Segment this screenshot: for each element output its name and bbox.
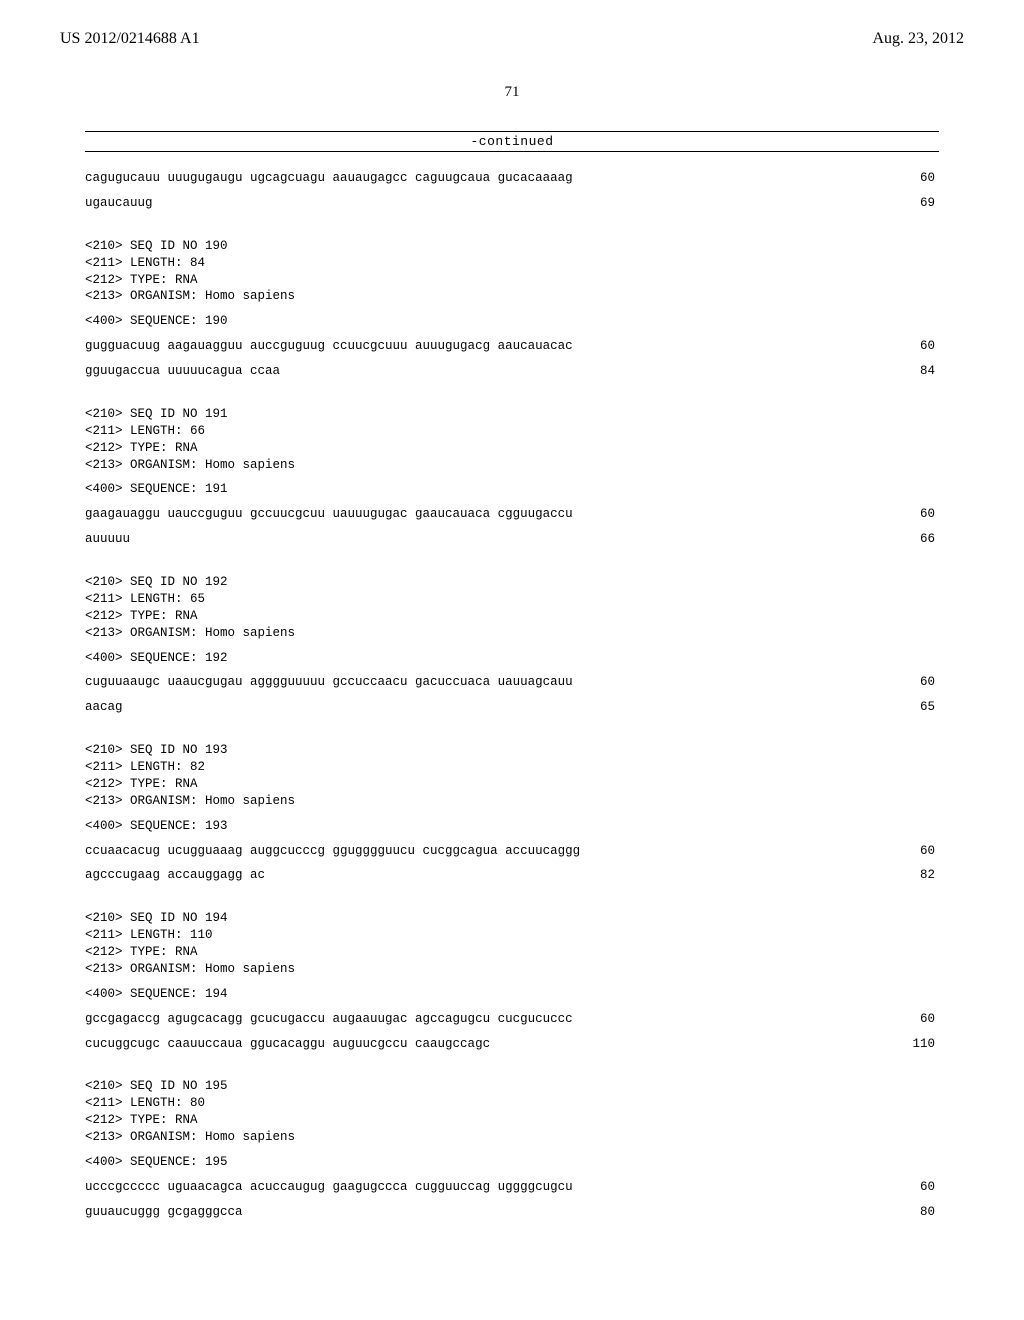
publication-date: Aug. 23, 2012	[872, 30, 964, 48]
sequence-text: gugguacuug aagauagguu auccguguug ccuucgc…	[85, 338, 573, 355]
sequence-count: 60	[920, 170, 939, 187]
sequence-count: 80	[920, 1204, 939, 1221]
sequence-count: 60	[920, 338, 939, 355]
sequence-listing: -continued cagugucauu uuugugaugu ugcagcu…	[0, 131, 1024, 1221]
sequence-text: auuuuu	[85, 531, 130, 548]
sequence-count: 82	[920, 867, 939, 884]
sequence-line: aacag 65	[85, 699, 939, 716]
sequence-count: 60	[920, 506, 939, 523]
sequence-text: gguugaccua uuuuucagua ccaa	[85, 363, 280, 380]
rule-top	[85, 131, 939, 132]
sequence-meta: <210> SEQ ID NO 190 <211> LENGTH: 84 <21…	[85, 238, 939, 306]
sequence-text: aacag	[85, 699, 123, 716]
sequence-header-line: <400> SEQUENCE: 190	[85, 313, 939, 330]
sequence-header-line: <400> SEQUENCE: 192	[85, 650, 939, 667]
page-header: US 2012/0214688 A1 Aug. 23, 2012	[0, 0, 1024, 48]
rule-bottom	[85, 151, 939, 152]
sequence-line: gaagauaggu uauccguguu gccuucgcuu uauuugu…	[85, 506, 939, 523]
sequence-header-line: <400> SEQUENCE: 193	[85, 818, 939, 835]
sequence-line: guuaucuggg gcgagggcca 80	[85, 1204, 939, 1221]
sequence-text: cagugucauu uuugugaugu ugcagcuagu aauauga…	[85, 170, 573, 187]
sequence-line: ucccgccccc uguaacagca acuccaugug gaagugc…	[85, 1179, 939, 1196]
sequence-text: ccuaacacug ucugguaaag auggcucccg ggugggg…	[85, 843, 580, 860]
sequence-count: 65	[920, 699, 939, 716]
sequence-line: cagugucauu uuugugaugu ugcagcuagu aauauga…	[85, 170, 939, 187]
sequence-header-line: <400> SEQUENCE: 194	[85, 986, 939, 1003]
sequence-meta: <210> SEQ ID NO 191 <211> LENGTH: 66 <21…	[85, 406, 939, 474]
sequence-line: ccuaacacug ucugguaaag auggcucccg ggugggg…	[85, 843, 939, 860]
sequence-text: cuguuaaugc uaaucgugau agggguuuuu gccucca…	[85, 674, 573, 691]
publication-number: US 2012/0214688 A1	[60, 30, 200, 48]
sequence-line: agcccugaag accauggagg ac 82	[85, 867, 939, 884]
sequence-count: 60	[920, 843, 939, 860]
page-number: 71	[0, 84, 1024, 101]
sequence-line: cuguuaaugc uaaucgugau agggguuuuu gccucca…	[85, 674, 939, 691]
sequence-line: gugguacuug aagauagguu auccguguug ccuucgc…	[85, 338, 939, 355]
sequence-line: gccgagaccg agugcacagg gcucugaccu augaauu…	[85, 1011, 939, 1028]
sequence-text: gccgagaccg agugcacagg gcucugaccu augaauu…	[85, 1011, 573, 1028]
sequence-count: 60	[920, 1011, 939, 1028]
sequence-text: agcccugaag accauggagg ac	[85, 867, 265, 884]
sequence-meta: <210> SEQ ID NO 194 <211> LENGTH: 110 <2…	[85, 910, 939, 978]
sequence-count: 66	[920, 531, 939, 548]
sequence-count: 84	[920, 363, 939, 380]
sequence-text: ugaucauug	[85, 195, 153, 212]
sequence-text: ucccgccccc uguaacagca acuccaugug gaagugc…	[85, 1179, 573, 1196]
sequence-text: cucuggcugc caauuccaua ggucacaggu auguucg…	[85, 1036, 490, 1053]
sequence-line: cucuggcugc caauuccaua ggucacaggu auguucg…	[85, 1036, 939, 1053]
sequence-text: guuaucuggg gcgagggcca	[85, 1204, 243, 1221]
sequence-count: 110	[912, 1036, 939, 1053]
sequence-meta: <210> SEQ ID NO 195 <211> LENGTH: 80 <21…	[85, 1078, 939, 1146]
sequence-header-line: <400> SEQUENCE: 195	[85, 1154, 939, 1171]
sequence-count: 60	[920, 1179, 939, 1196]
sequence-header-line: <400> SEQUENCE: 191	[85, 481, 939, 498]
sequence-meta: <210> SEQ ID NO 193 <211> LENGTH: 82 <21…	[85, 742, 939, 810]
sequence-text: gaagauaggu uauccguguu gccuucgcuu uauuugu…	[85, 506, 573, 523]
continued-label: -continued	[85, 134, 939, 149]
sequence-meta: <210> SEQ ID NO 192 <211> LENGTH: 65 <21…	[85, 574, 939, 642]
sequence-count: 69	[920, 195, 939, 212]
sequence-line: ugaucauug 69	[85, 195, 939, 212]
sequence-line: gguugaccua uuuuucagua ccaa 84	[85, 363, 939, 380]
sequence-line: auuuuu 66	[85, 531, 939, 548]
sequence-count: 60	[920, 674, 939, 691]
